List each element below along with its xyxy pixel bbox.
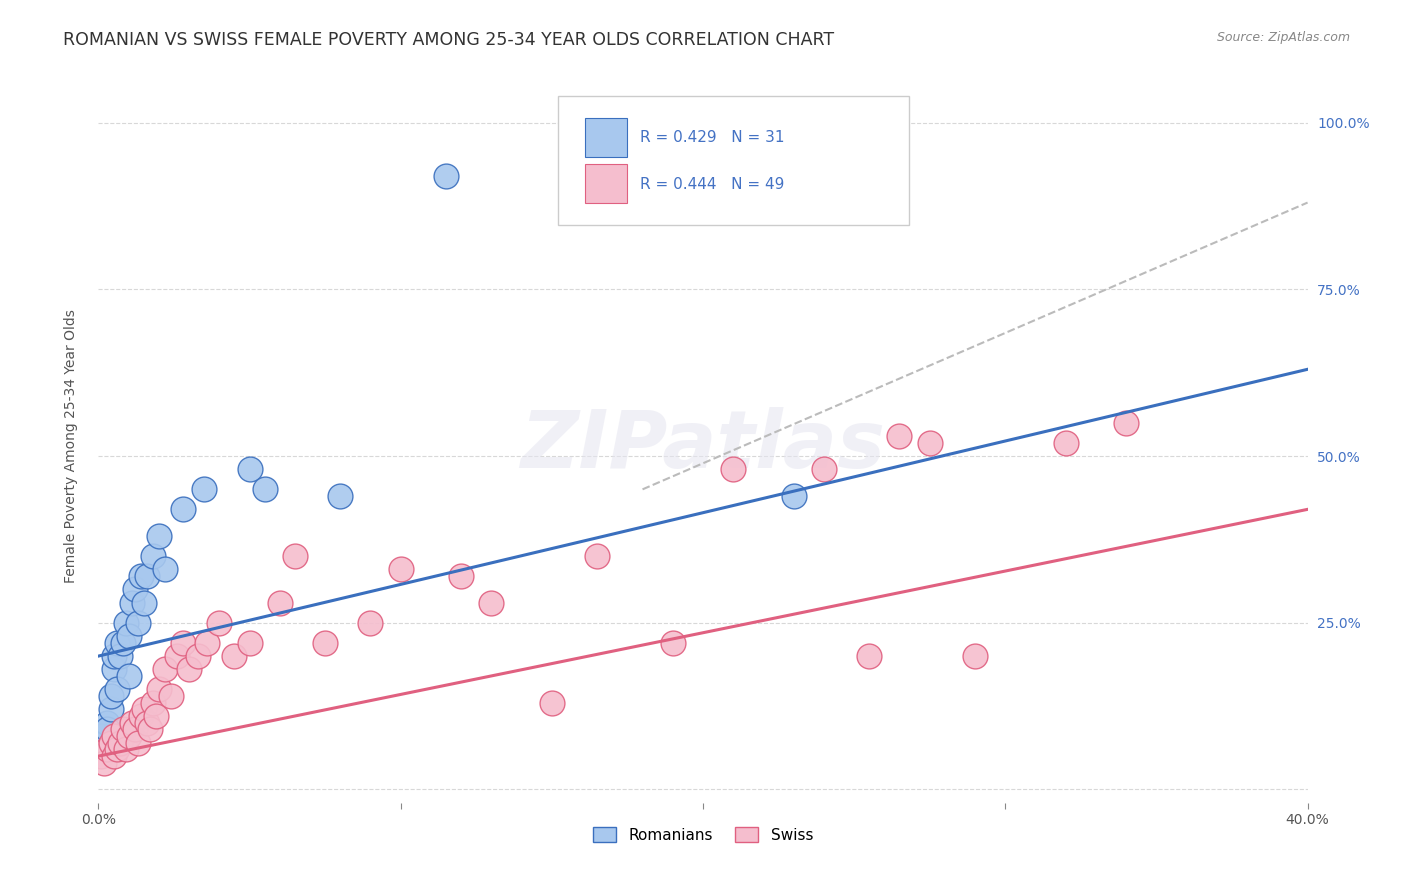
Y-axis label: Female Poverty Among 25-34 Year Olds: Female Poverty Among 25-34 Year Olds [63, 309, 77, 583]
Point [121, 715, 143, 730]
Point [111, 723, 134, 737]
Point [96, 715, 118, 730]
Point [132, 596, 155, 610]
Text: R = 0.429   N = 31: R = 0.429 N = 31 [640, 130, 785, 145]
Point [124, 723, 146, 737]
Point [118, 629, 141, 643]
Point [135, 715, 157, 730]
Point [100, 689, 122, 703]
Point [360, 615, 382, 630]
Point [153, 662, 176, 676]
Point [269, 596, 291, 610]
Point [889, 429, 911, 443]
Point [540, 696, 562, 710]
Point [111, 636, 134, 650]
FancyBboxPatch shape [585, 118, 627, 157]
Point [90, 749, 112, 764]
FancyBboxPatch shape [585, 164, 627, 203]
Point [723, 462, 745, 476]
Point [118, 669, 141, 683]
Point [100, 702, 122, 716]
Point [434, 169, 457, 183]
Point [389, 562, 412, 576]
Point [148, 682, 170, 697]
Point [187, 649, 209, 664]
Point [132, 702, 155, 716]
Point [160, 689, 183, 703]
Point [965, 649, 987, 664]
Point [208, 615, 231, 630]
Point [103, 749, 125, 764]
Point [142, 549, 165, 563]
Point [114, 615, 136, 630]
Point [103, 729, 125, 743]
Point [142, 696, 165, 710]
Point [329, 489, 352, 503]
Point [103, 662, 125, 676]
Point [124, 582, 146, 597]
Point [135, 569, 157, 583]
Point [284, 549, 307, 563]
Point [129, 709, 152, 723]
Point [1054, 435, 1077, 450]
Point [118, 729, 141, 743]
Point [253, 483, 276, 497]
Point [93, 736, 115, 750]
Point [90, 729, 112, 743]
Point [783, 489, 806, 503]
Point [193, 483, 215, 497]
Point [179, 662, 201, 676]
Point [93, 756, 115, 770]
Point [114, 742, 136, 756]
Point [661, 636, 683, 650]
Text: R = 0.444   N = 49: R = 0.444 N = 49 [640, 177, 785, 192]
Point [108, 736, 131, 750]
Point [129, 569, 152, 583]
Point [108, 649, 131, 664]
Point [127, 615, 149, 630]
Point [145, 709, 167, 723]
Point [239, 636, 262, 650]
Point [195, 636, 218, 650]
Point [1115, 416, 1137, 430]
Point [239, 462, 262, 476]
Point [127, 736, 149, 750]
Point [121, 596, 143, 610]
Point [224, 649, 246, 664]
Text: Source: ZipAtlas.com: Source: ZipAtlas.com [1216, 31, 1350, 45]
Point [148, 529, 170, 543]
Point [96, 723, 118, 737]
Legend: Romanians, Swiss: Romanians, Swiss [586, 821, 820, 848]
Point [166, 649, 188, 664]
Point [105, 682, 128, 697]
Point [139, 723, 162, 737]
Text: ROMANIAN VS SWISS FEMALE POVERTY AMONG 25-34 YEAR OLDS CORRELATION CHART: ROMANIAN VS SWISS FEMALE POVERTY AMONG 2… [63, 31, 834, 49]
Point [172, 636, 194, 650]
Point [172, 502, 194, 516]
Point [96, 742, 118, 756]
Point [450, 569, 472, 583]
Text: ZIPatlas: ZIPatlas [520, 407, 886, 485]
Point [813, 462, 835, 476]
Point [100, 736, 122, 750]
Point [918, 435, 941, 450]
Point [153, 562, 176, 576]
Point [314, 636, 336, 650]
Point [586, 549, 609, 563]
FancyBboxPatch shape [558, 96, 908, 225]
Point [858, 649, 880, 664]
Point [105, 636, 128, 650]
Point [481, 596, 503, 610]
Point [103, 649, 125, 664]
Point [105, 742, 128, 756]
